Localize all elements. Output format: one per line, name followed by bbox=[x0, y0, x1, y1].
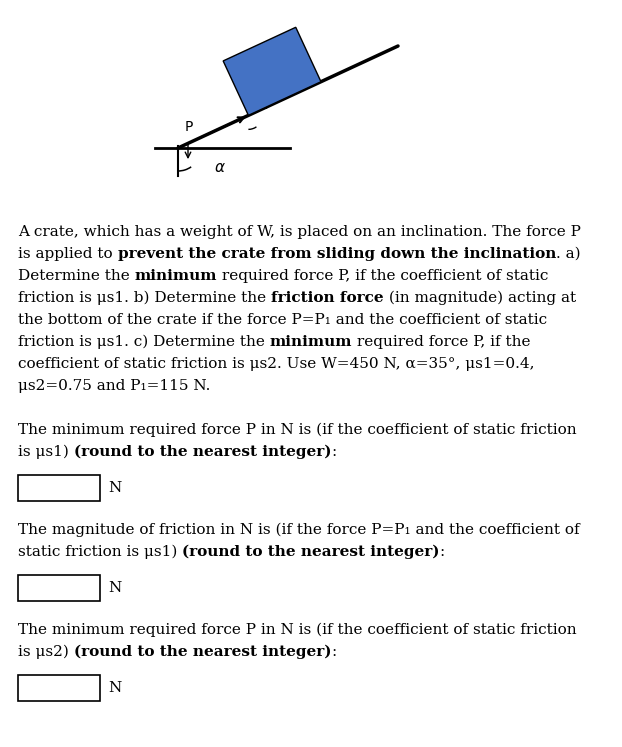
Text: required force P, if the: required force P, if the bbox=[352, 335, 531, 349]
Text: $\alpha$: $\alpha$ bbox=[259, 99, 269, 112]
Text: :: : bbox=[332, 645, 337, 659]
Text: is μs1): is μs1) bbox=[18, 445, 74, 459]
Text: coefficient of static friction is μs2. Use W=450 N, α=35°, μs1=0.4,: coefficient of static friction is μs2. U… bbox=[18, 357, 534, 371]
Text: (round to the nearest integer): (round to the nearest integer) bbox=[74, 445, 332, 459]
Bar bbox=[18, 575, 100, 601]
Bar bbox=[18, 475, 100, 501]
Text: static friction is μs1): static friction is μs1) bbox=[18, 545, 182, 560]
Text: is μs2): is μs2) bbox=[18, 645, 74, 660]
Text: minimum: minimum bbox=[134, 269, 217, 283]
Text: minimum: minimum bbox=[270, 335, 352, 349]
Text: N: N bbox=[108, 681, 121, 695]
Text: is applied to: is applied to bbox=[18, 247, 118, 261]
Text: The minimum required force P in N is (if the coefficient of static friction: The minimum required force P in N is (if… bbox=[18, 423, 577, 438]
Text: prevent the crate from sliding down the inclination: prevent the crate from sliding down the … bbox=[118, 247, 556, 261]
Text: μs2=0.75 and P₁=115 N.: μs2=0.75 and P₁=115 N. bbox=[18, 379, 210, 393]
Text: N: N bbox=[108, 581, 121, 595]
Bar bbox=[18, 675, 100, 701]
Text: (in magnitude) acting at: (in magnitude) acting at bbox=[384, 291, 576, 306]
Text: The magnitude of friction in N is (if the force P=P₁ and the coefficient of: The magnitude of friction in N is (if th… bbox=[18, 523, 580, 537]
Text: $\alpha$: $\alpha$ bbox=[214, 161, 226, 176]
Text: (round to the nearest integer): (round to the nearest integer) bbox=[74, 645, 332, 660]
Text: friction force: friction force bbox=[271, 291, 384, 305]
Text: friction is μs1. b) Determine the: friction is μs1. b) Determine the bbox=[18, 291, 271, 306]
Text: required force P, if the coefficient of static: required force P, if the coefficient of … bbox=[217, 269, 549, 283]
Text: N: N bbox=[108, 481, 121, 495]
Text: :: : bbox=[332, 445, 337, 459]
Text: P: P bbox=[184, 120, 193, 134]
Text: . a): . a) bbox=[556, 247, 580, 261]
Text: The minimum required force P in N is (if the coefficient of static friction: The minimum required force P in N is (if… bbox=[18, 623, 577, 637]
Text: Determine the: Determine the bbox=[18, 269, 134, 283]
Text: friction is μs1. c) Determine the: friction is μs1. c) Determine the bbox=[18, 335, 270, 350]
Text: A crate, which has a weight of W, is placed on an inclination. The force P: A crate, which has a weight of W, is pla… bbox=[18, 225, 581, 239]
Text: (round to the nearest integer): (round to the nearest integer) bbox=[182, 545, 440, 560]
Polygon shape bbox=[223, 28, 321, 115]
Text: the bottom of the crate if the force P=P₁ and the coefficient of static: the bottom of the crate if the force P=P… bbox=[18, 313, 547, 327]
Text: :: : bbox=[440, 545, 445, 559]
